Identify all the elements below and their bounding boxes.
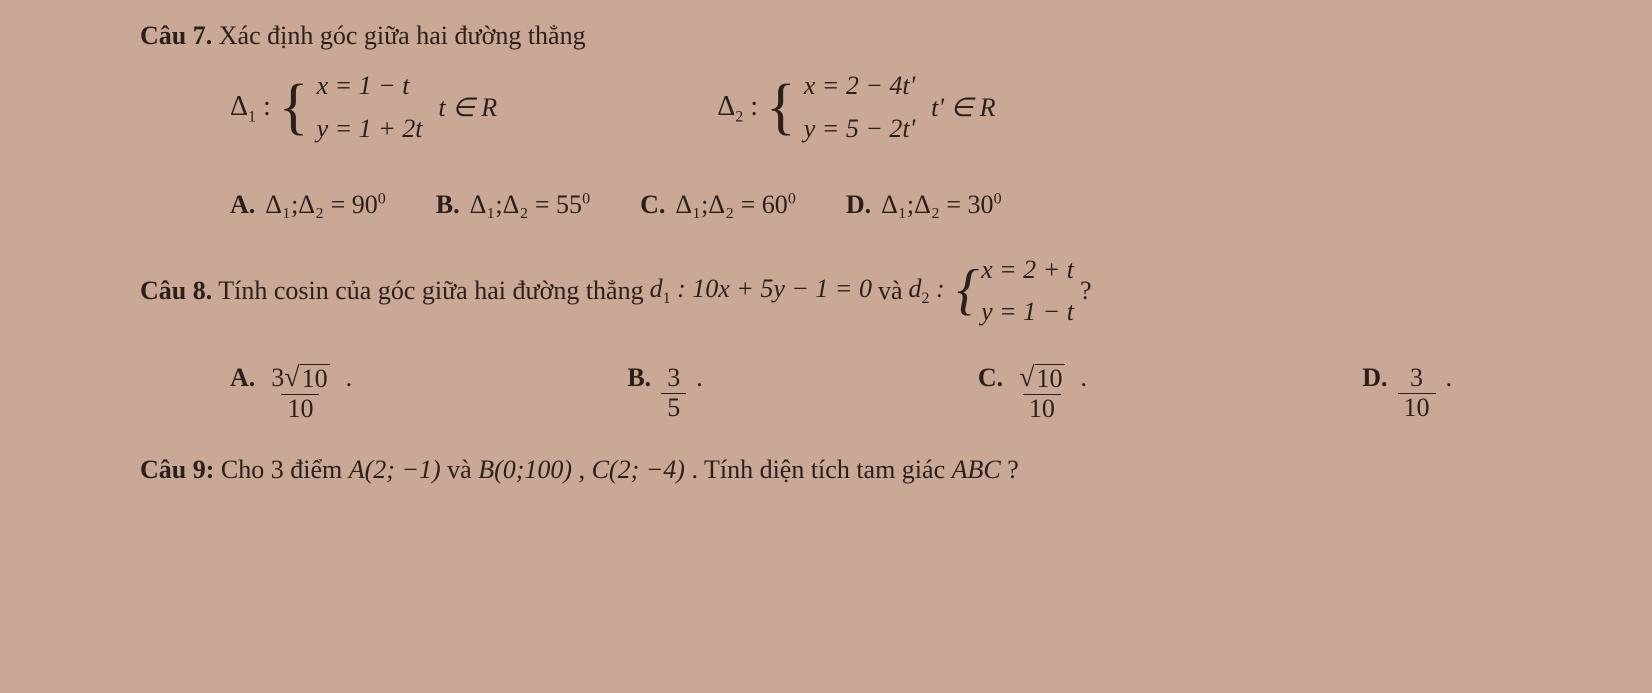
q8-and: và xyxy=(878,273,903,309)
system-1-equations: x = 1 − t y = 1 + 2t xyxy=(317,68,423,147)
fraction: 3 10 xyxy=(1398,364,1436,422)
q9-and-1: và xyxy=(447,455,478,484)
left-brace-icon: { xyxy=(766,86,796,129)
q8-label: Câu 8. xyxy=(140,273,212,309)
q8-option-c: C. √10 10 . xyxy=(978,360,1087,423)
q9-comma: , xyxy=(579,455,592,484)
left-brace-icon: { xyxy=(957,271,979,310)
q8-option-d: D. 3 10 . xyxy=(1362,360,1452,422)
q8-d1: d1 : 10x + 5y − 1 = 0 xyxy=(650,271,872,311)
q7-system-1: Δ1 : { x = 1 − t y = 1 + 2t t ∈ R xyxy=(230,68,497,147)
fraction: 3√10 10 xyxy=(265,364,335,423)
q7-header-text: Xác định góc giữa hai đường thẳng xyxy=(212,21,585,50)
q8-header: Câu 8. Tính cosin của góc giữa hai đường… xyxy=(140,252,1512,331)
q7-header: Câu 7. Xác định góc giữa hai đường thẳng xyxy=(140,18,1512,54)
q7-option-a: A. Δ₁;Δ₂ = 900 xyxy=(230,187,386,223)
q8-options: A. 3√10 10 . B. 3 5 . C. √10 10 xyxy=(140,360,1512,423)
system-2-equations: x = 2 − 4t' y = 5 − 2t' xyxy=(804,68,915,147)
q9-question-mark: ? xyxy=(1007,455,1019,484)
sqrt-icon: √10 xyxy=(1019,364,1064,394)
system-2-domain: t' ∈ R xyxy=(931,90,995,126)
question-7: Câu 7. Xác định góc giữa hai đường thẳng… xyxy=(140,18,1512,224)
point-c: C(2; −4) xyxy=(592,455,685,484)
left-brace-icon: { xyxy=(279,86,309,129)
q8-question-mark: ? xyxy=(1080,273,1092,309)
sqrt-icon: √10 xyxy=(284,364,329,394)
point-a: A(2; −1) xyxy=(349,455,441,484)
q7-option-c: C. Δ₁;Δ₂ = 600 xyxy=(640,187,796,223)
delta-1-label: Δ1 : xyxy=(230,87,271,129)
q7-option-d: D. Δ₁;Δ₂ = 300 xyxy=(846,187,1002,223)
q8-d2-label: d2 : xyxy=(909,271,945,311)
fraction: √10 10 xyxy=(1013,364,1070,423)
delta-2-label: Δ2 : xyxy=(717,87,758,129)
q8-option-a: A. 3√10 10 . xyxy=(230,360,352,423)
system-1-domain: t ∈ R xyxy=(438,90,497,126)
triangle-name: ABC xyxy=(952,455,1001,484)
q7-option-b: B. Δ₁;Δ₂ = 550 xyxy=(436,187,590,223)
q7-system-2: Δ2 : { x = 2 − 4t' y = 5 − 2t' t' ∈ R xyxy=(717,68,995,147)
q8-system: { x = 2 + t y = 1 − t xyxy=(955,252,1074,331)
q9-label: Câu 9: xyxy=(140,455,214,484)
question-8: Câu 8. Tính cosin của góc giữa hai đường… xyxy=(140,252,1512,424)
fraction: 3 5 xyxy=(661,364,686,422)
q7-options: A. Δ₁;Δ₂ = 900 B. Δ₁;Δ₂ = 550 C. Δ₁;Δ₂ =… xyxy=(140,187,1512,223)
point-b: B(0;100) xyxy=(478,455,572,484)
question-9: Câu 9: Cho 3 điểm A(2; −1) và B(0;100) ,… xyxy=(140,452,1512,488)
q9-text-1: Cho 3 điểm xyxy=(221,455,349,484)
q7-systems: Δ1 : { x = 1 − t y = 1 + 2t t ∈ R Δ2 : {… xyxy=(140,68,1512,147)
q8-option-b: B. 3 5 . xyxy=(627,360,702,422)
q7-label: Câu 7. xyxy=(140,21,212,50)
q8-text-1: Tính cosin của góc giữa hai đường thẳng xyxy=(218,273,643,309)
q9-text-2: . Tính diện tích tam giác xyxy=(691,455,951,484)
